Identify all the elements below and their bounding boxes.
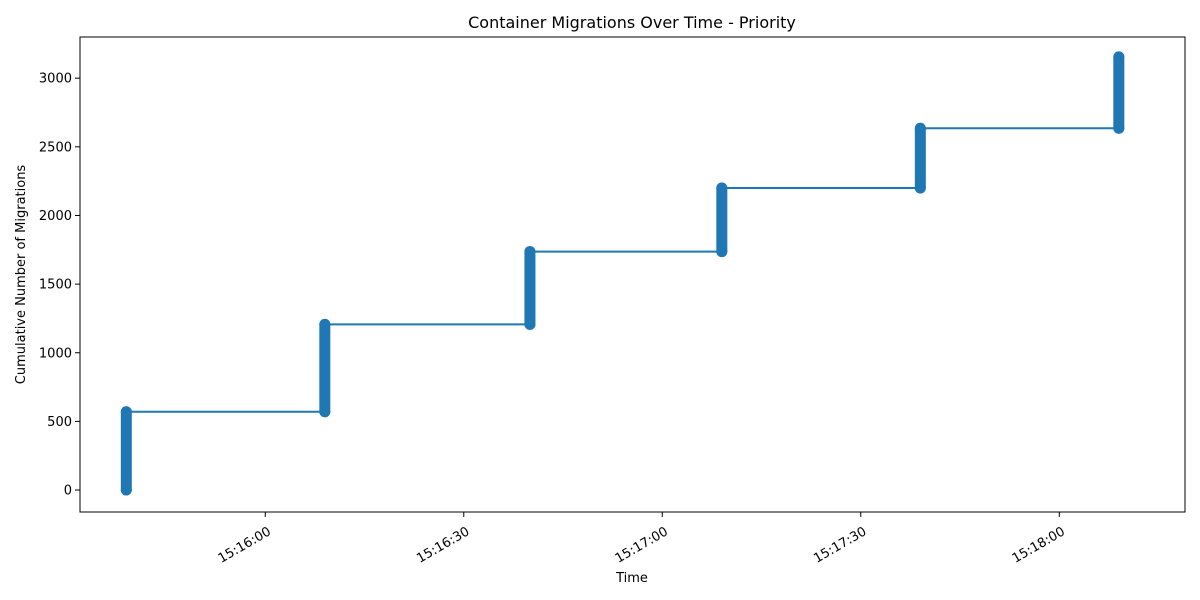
x-tick-label: 15:17:00 <box>613 524 671 566</box>
x-tick-label: 15:16:30 <box>414 524 472 566</box>
x-tick-label: 15:16:00 <box>216 524 274 566</box>
data-point <box>914 122 926 134</box>
plot-area <box>120 51 1125 496</box>
y-tick-label: 2500 <box>39 140 72 155</box>
data-point <box>716 246 728 258</box>
y-tick-label: 0 <box>64 484 72 499</box>
data-point <box>524 246 536 258</box>
x-tick-label: 15:17:30 <box>811 524 869 566</box>
x-tick-label: 15:18:00 <box>1010 524 1068 566</box>
data-point <box>716 182 728 194</box>
data-point <box>120 484 132 496</box>
x-axis-label: Time <box>615 571 648 586</box>
y-tick-label: 3000 <box>39 72 72 87</box>
data-point <box>1113 122 1125 134</box>
data-point <box>914 182 926 194</box>
chart-title: Container Migrations Over Time - Priorit… <box>468 13 796 32</box>
y-axis-label: Cumulative Number of Migrations <box>14 165 29 385</box>
series-line <box>125 56 1120 491</box>
data-point <box>319 406 331 418</box>
data-point <box>524 318 536 330</box>
plot-frame <box>79 36 1186 513</box>
y-tick-label: 1500 <box>39 278 72 293</box>
y-tick-label: 500 <box>47 415 72 430</box>
y-tick-label: 2000 <box>39 209 72 224</box>
data-point <box>319 318 331 330</box>
y-tick-label: 1000 <box>39 346 72 361</box>
x-axis: 15:16:00 15:16:30 15:17:00 15:17:30 15:18:00 <box>216 512 1068 567</box>
data-point <box>120 406 132 418</box>
data-point <box>1113 51 1125 63</box>
y-axis: 0 500 1000 1500 2000 2500 3000 <box>39 72 80 499</box>
